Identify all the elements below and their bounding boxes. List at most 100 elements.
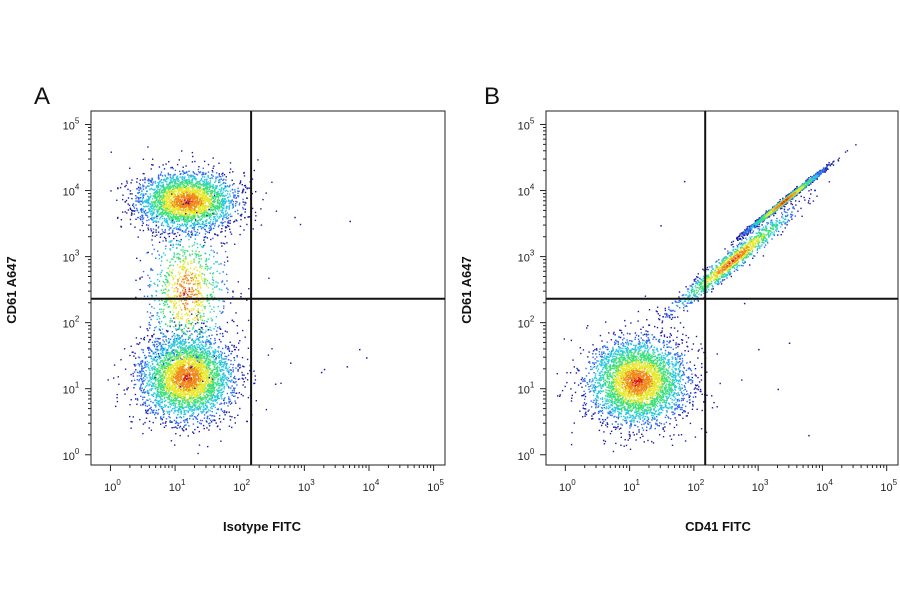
event-dot: [191, 402, 193, 404]
event-dot: [192, 418, 194, 420]
event-dot: [204, 404, 206, 407]
event-dot: [151, 378, 153, 381]
event-dot: [170, 220, 173, 222]
event-dot: [215, 188, 217, 190]
event-dot: [203, 216, 206, 218]
event-dot: [171, 204, 173, 206]
event-dot: [183, 353, 185, 355]
event-dot: [204, 202, 206, 205]
event-dot: [180, 346, 182, 348]
event-dot: [196, 202, 199, 204]
event-dot: [214, 206, 217, 209]
event-dot: [164, 362, 166, 364]
event-dot: [148, 346, 150, 349]
event-dot: [214, 200, 216, 202]
event-dot: [175, 410, 177, 412]
event-dot: [134, 210, 136, 212]
event-dot: [236, 355, 238, 357]
event-dot: [187, 233, 189, 236]
event-dot: [206, 356, 208, 358]
event-dot: [184, 339, 187, 341]
event-dot: [188, 208, 190, 210]
event-dot: [218, 210, 220, 212]
event-dot: [215, 211, 218, 213]
event-dot: [199, 206, 202, 209]
event-dot: [169, 403, 171, 405]
event-dot: [172, 344, 174, 346]
event-dot: [168, 399, 170, 401]
event-dot: [237, 397, 239, 399]
event-dot: [182, 408, 185, 410]
event-dot: [186, 406, 188, 409]
event-dot: [171, 205, 173, 207]
event-dot: [217, 375, 219, 377]
event-dot: [191, 208, 194, 211]
event-dot: [208, 222, 211, 225]
event-dot: [233, 197, 235, 199]
event-dot: [203, 181, 205, 184]
event-dot: [222, 189, 225, 191]
event-dot: [244, 208, 247, 210]
event-dot: [176, 220, 178, 222]
event-dot: [182, 216, 184, 218]
event-dot: [187, 217, 189, 219]
event-dot: [152, 368, 154, 371]
event-dot: [177, 194, 179, 197]
event-dot: [185, 225, 187, 227]
event-dot: [213, 392, 215, 394]
event-dot: [167, 215, 169, 217]
event-dot: [134, 365, 136, 367]
event-dot: [251, 192, 253, 195]
event-dot: [175, 340, 177, 342]
event-dot: [168, 185, 171, 187]
event-dot: [158, 207, 160, 209]
event-dot: [184, 185, 187, 187]
event-dot: [244, 201, 246, 204]
event-dot: [187, 200, 189, 202]
event-dot: [224, 375, 226, 378]
event-dot: [197, 311, 200, 313]
event-dot: [233, 348, 236, 351]
event-dot: [192, 202, 194, 204]
event-dot: [211, 387, 213, 389]
event-dot: [181, 206, 183, 208]
event-dot: [206, 348, 208, 350]
event-dot: [203, 213, 205, 215]
event-dot: [232, 370, 234, 373]
event-dot: [167, 212, 170, 215]
event-dot: [187, 197, 189, 199]
event-dot: [244, 377, 247, 379]
event-dot: [171, 398, 173, 401]
event-dot: [151, 363, 154, 366]
event-dot: [160, 173, 162, 175]
event-dot: [174, 218, 177, 220]
event-dot: [139, 386, 141, 389]
event-dot: [232, 367, 234, 369]
event-dot: [185, 419, 187, 421]
event-dot: [151, 235, 154, 237]
event-dot: [202, 355, 205, 357]
event-dot: [133, 213, 135, 215]
event-dot: [176, 216, 178, 218]
event-dot: [191, 219, 193, 221]
event-dot: [159, 197, 161, 199]
event-dot: [164, 175, 167, 177]
event-dot: [194, 339, 197, 342]
event-dot: [125, 199, 128, 202]
event-dot: [173, 426, 175, 429]
event-dot: [121, 211, 124, 213]
event-dot: [219, 389, 221, 392]
event-dot: [152, 217, 154, 219]
event-dot: [201, 322, 203, 324]
event-dot: [170, 186, 172, 189]
event-dot: [140, 390, 142, 392]
event-dot: [225, 176, 227, 178]
event-dot: [162, 195, 165, 197]
event-dot: [227, 377, 230, 380]
event-dot: [212, 405, 214, 407]
event-dot: [158, 383, 160, 386]
event-dot: [207, 200, 209, 203]
event-dot: [173, 399, 176, 401]
event-dot: [161, 189, 164, 191]
event-dot: [179, 207, 182, 209]
